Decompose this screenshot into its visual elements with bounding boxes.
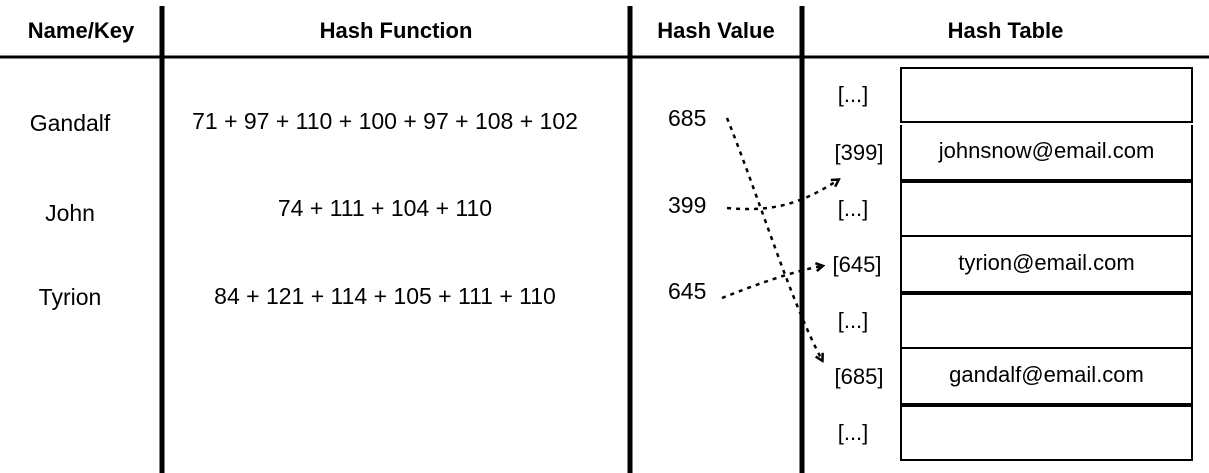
header-hash-table: Hash Table [947,18,1064,43]
table-cell [900,67,1193,123]
hash-function-tyrion: 84 + 121 + 114 + 105 + 111 + 110 [214,283,556,309]
table-index: [645] [832,252,882,277]
table-index: [...] [837,196,869,221]
name-tyrion: Tyrion [38,284,102,310]
name-john: John [45,200,95,226]
header-name-key: Name/Key [27,18,135,43]
table-index: [...] [837,82,869,107]
header-hash-function: Hash Function [319,18,473,43]
table-cell [900,293,1193,349]
table-index: [...] [837,308,869,333]
header-hash-value: Hash Value [657,18,775,43]
arrow-gandalf [725,117,822,360]
hash-function-gandalf: 71 + 97 + 110 + 100 + 97 + 108 + 102 [192,108,578,134]
table-index: [685] [834,364,884,389]
hash-value-gandalf: 685 [668,105,707,131]
table-cell [900,405,1193,461]
table-index: [...] [837,420,869,445]
hash-value-john: 399 [668,192,707,218]
table-cell: gandalf@email.com [900,349,1193,405]
hash-function-john: 74 + 111 + 104 + 110 [277,195,493,221]
arrow-tyrion [721,266,822,300]
name-gandalf: Gandalf [29,110,111,136]
arrow-john [726,180,838,211]
table-cell: johnsnow@email.com [900,125,1193,181]
table-index: [399] [834,140,884,165]
hash-value-tyrion: 645 [668,278,707,304]
table-cell: tyrion@email.com [900,237,1193,293]
table-cell [900,181,1193,237]
